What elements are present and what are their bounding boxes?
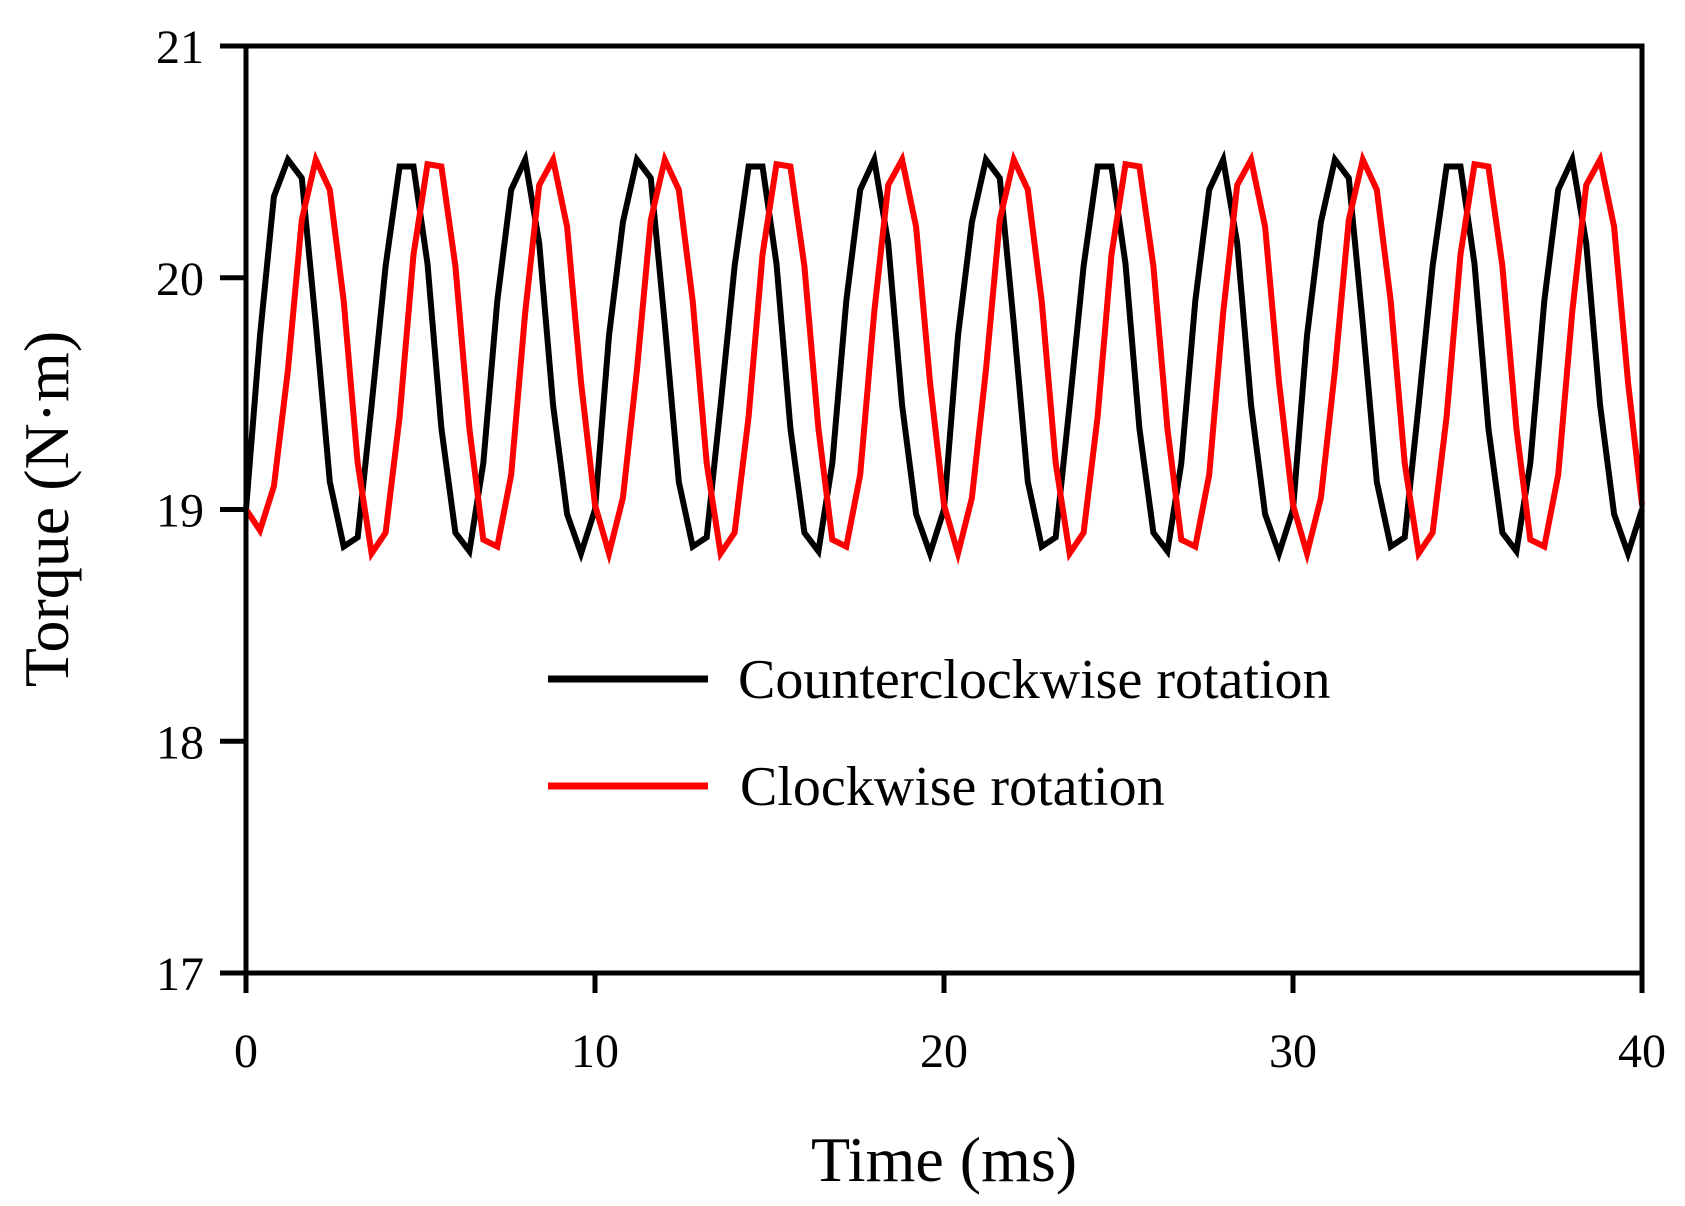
x-tick-label: 30 xyxy=(1269,1025,1317,1078)
x-tick-label: 0 xyxy=(234,1025,258,1078)
y-axis-title: Torque (N·m) xyxy=(11,331,82,687)
series-line-clockwise xyxy=(243,150,1645,566)
plot-frame xyxy=(243,43,1645,976)
legend: Counterclockwise rotation Clockwise rota… xyxy=(548,649,1331,818)
legend-label-clockwise: Clockwise rotation xyxy=(740,756,1165,818)
x-axis-title: Time (ms) xyxy=(811,1124,1077,1195)
y-tick-label: 21 xyxy=(156,21,204,74)
ticks-layer: 0 10 20 30 40 17 18 19 20 21 xyxy=(156,21,1666,1078)
y-tick-label: 20 xyxy=(156,253,204,306)
y-tick-label: 18 xyxy=(156,716,204,769)
x-tick-label: 40 xyxy=(1618,1025,1666,1078)
series-layer xyxy=(243,149,1645,566)
y-tick-label: 17 xyxy=(156,948,204,1001)
x-tick-label: 20 xyxy=(920,1025,968,1078)
legend-label-counterclockwise: Counterclockwise rotation xyxy=(738,649,1331,711)
y-tick-label: 19 xyxy=(156,485,204,538)
x-tick-label: 10 xyxy=(571,1025,619,1078)
